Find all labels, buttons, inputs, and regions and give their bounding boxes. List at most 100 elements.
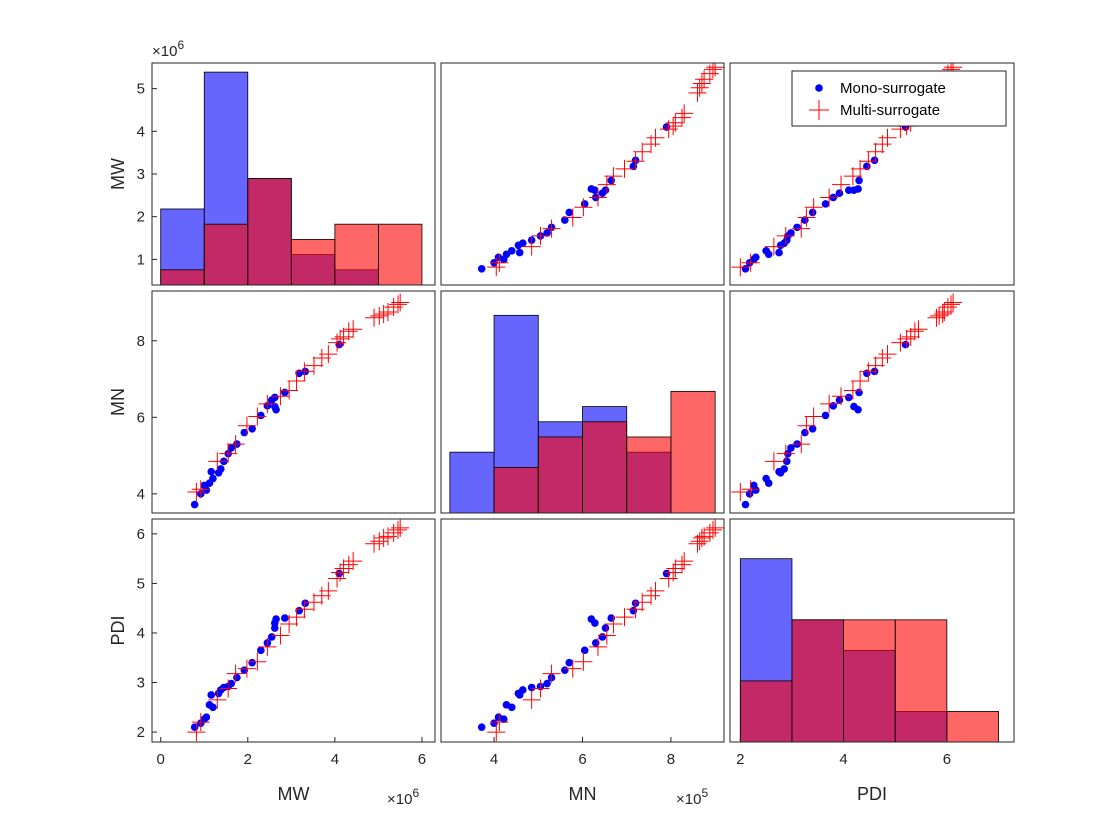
scatter-point-multi-9 <box>604 167 623 186</box>
hist-bar-multi-surrogate-0 <box>739 680 793 742</box>
scatter-point-mono-17 <box>598 633 607 641</box>
panel-mn-vs-mn <box>440 290 725 514</box>
scatter-point-mono-11 <box>543 229 551 237</box>
y-tick-label: 5 <box>137 575 145 592</box>
scatter-point-mono-3 <box>202 713 211 722</box>
scatter-point-mono-16 <box>829 402 838 410</box>
scatter-point-mono-9 <box>783 457 791 466</box>
scatter-point-multi-4 <box>542 219 561 238</box>
scatter-point-multi-4 <box>542 664 561 683</box>
scatter-point-multi-23 <box>935 303 954 322</box>
x-tick-label: 6 <box>943 751 951 768</box>
scatter-point-multi-9 <box>604 615 623 634</box>
scatter-point-mono-23 <box>870 156 879 165</box>
scatter-point-multi-16 <box>664 117 683 136</box>
x-axis-label-mw: MW <box>278 784 310 804</box>
scatter-point-multi-10 <box>615 608 634 627</box>
scatter-point-multi-10 <box>287 608 306 627</box>
hist-bar-multi-surrogate-3 <box>582 421 628 513</box>
x-tick-label: 6 <box>578 751 586 768</box>
panel-content <box>739 558 999 742</box>
scatter-point-mono-15 <box>257 411 265 420</box>
scatter-point-multi-14 <box>646 581 665 600</box>
scatter-point-multi-26 <box>706 519 724 537</box>
scatter-point-mono-14 <box>248 424 256 433</box>
scatter-point-multi-22 <box>374 304 393 323</box>
y-axis-label-mn: MN <box>108 388 128 416</box>
scatter-point-mono-21 <box>280 614 289 622</box>
scatter-point-multi-7 <box>820 394 839 413</box>
scatter-point-multi-22 <box>692 74 711 93</box>
scatter-point-mono-3 <box>752 486 760 494</box>
scatter-point-mono-6 <box>209 703 217 712</box>
scatter-point-multi-11 <box>626 152 645 171</box>
scatter-point-multi-5 <box>797 416 816 435</box>
scatter-point-multi-2 <box>208 690 227 709</box>
x-exponent-label-mn: ×105 <box>676 786 708 808</box>
scatter-point-mono-11 <box>787 229 795 237</box>
y-tick-label: 4 <box>137 625 145 642</box>
x-tick-label: 0 <box>157 751 165 768</box>
scatter-point-multi-5 <box>797 208 816 227</box>
scatter-point-multi-26 <box>391 293 410 312</box>
scatter-point-mono-21 <box>855 388 863 397</box>
scatter-point-multi-2 <box>522 237 541 256</box>
panel-content <box>187 293 410 509</box>
hist-bar-multi-surrogate-2 <box>843 619 896 742</box>
scatter-point-multi-8 <box>832 175 851 194</box>
scatter-point-multi-17 <box>334 559 353 578</box>
scatter-point-multi-21 <box>690 78 709 97</box>
scatter-point-mono-15 <box>580 200 589 208</box>
x-tick-label: 6 <box>418 751 426 768</box>
scatter-point-mono-0 <box>477 264 486 273</box>
scatter-point-multi-4 <box>792 435 811 454</box>
scatter-point-multi-0 <box>487 723 506 742</box>
scatter-point-multi-10 <box>851 371 870 390</box>
scatter-point-multi-9 <box>843 381 862 400</box>
panel-frame <box>440 518 725 743</box>
panel-frame <box>151 518 436 743</box>
scatter-point-multi-13 <box>312 586 331 605</box>
scatter-point-mono-6 <box>209 474 217 483</box>
scatter-point-multi-5 <box>237 659 256 678</box>
scatter-point-mono-15 <box>580 646 589 655</box>
scatter-point-multi-0 <box>731 258 750 277</box>
scatter-point-multi-20 <box>365 534 384 553</box>
scatter-point-multi-13 <box>312 348 331 367</box>
scatter-point-mono-21 <box>280 388 289 397</box>
scatter-point-multi-19 <box>675 552 694 571</box>
y-tick-label: 6 <box>137 526 145 543</box>
scatter-point-multi-14 <box>878 128 897 147</box>
scatter-point-multi-6 <box>574 198 593 217</box>
scatter-point-multi-7 <box>588 637 607 656</box>
scatter-point-multi-11 <box>295 362 314 381</box>
scatter-point-mono-3 <box>752 253 760 262</box>
scatter-point-mono-13 <box>240 428 249 437</box>
scatter-point-multi-11 <box>626 600 645 619</box>
scatter-point-multi-18 <box>672 108 691 127</box>
panel-content <box>477 63 724 277</box>
scatter-point-mono-18 <box>601 186 610 195</box>
scatter-point-multi-7 <box>258 637 277 656</box>
scatter-point-multi-5 <box>563 208 582 227</box>
scatter-point-multi-0 <box>487 258 506 277</box>
scatter-point-mono-0 <box>741 500 750 509</box>
scatter-point-mono-13 <box>561 666 569 674</box>
scatter-point-multi-13 <box>642 586 661 605</box>
scatter-point-multi-26 <box>944 293 963 312</box>
scatter-point-mono-13 <box>561 216 569 224</box>
scatter-point-mono-20 <box>587 185 596 193</box>
panel-pdi-vs-mn: 4 6 8 <box>440 518 725 768</box>
panel-frame <box>440 290 725 514</box>
scatter-point-multi-18 <box>339 555 358 574</box>
scatter-point-multi-14 <box>319 345 338 364</box>
hist-bar-multi-surrogate-5 <box>377 223 423 285</box>
scatter-point-multi-8 <box>832 387 851 406</box>
scatter-point-multi-21 <box>370 306 389 325</box>
scatter-point-multi-21 <box>690 532 709 551</box>
scatter-point-multi-6 <box>248 652 267 671</box>
scatter-point-multi-24 <box>384 523 403 542</box>
scatter-point-multi-12 <box>866 356 885 375</box>
scatter-point-mono-20 <box>854 405 862 414</box>
